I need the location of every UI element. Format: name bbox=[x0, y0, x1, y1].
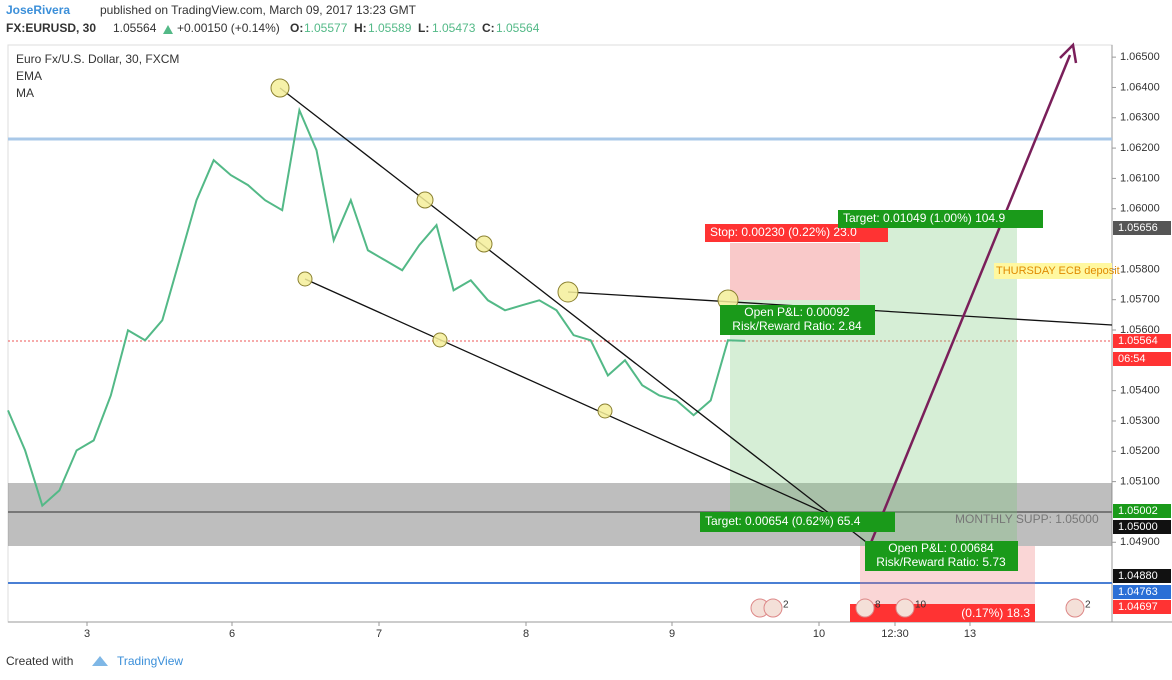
y-tick-label: 1.06300 bbox=[1120, 112, 1160, 124]
legend-symbol: Euro Fx/U.S. Dollar, 30, FXCM bbox=[16, 52, 179, 66]
author[interactable]: JoseRivera bbox=[6, 3, 70, 17]
pnl-label: Open P&L: 0.00092 bbox=[744, 305, 850, 319]
x-tick-label: 12:30 bbox=[881, 628, 909, 640]
event-count: 2 bbox=[1085, 600, 1091, 611]
price-tag bbox=[1113, 520, 1171, 534]
y-tick-label: 1.04900 bbox=[1120, 536, 1160, 548]
label-box bbox=[865, 541, 1018, 571]
event-icon bbox=[855, 598, 875, 618]
arrow-head bbox=[1059, 42, 1078, 64]
price-tag-label: 1.04697 bbox=[1118, 601, 1158, 613]
target-zone bbox=[860, 228, 1017, 546]
ohlc: O: 1.05577 H: 1.05589 L: 1.05473 C: 1.05564 bbox=[290, 21, 540, 35]
price-tag-label: 1.05000 bbox=[1118, 521, 1158, 533]
price-tag-label: 1.05656 bbox=[1118, 222, 1158, 234]
ohlc-label: H: bbox=[354, 21, 367, 35]
ohlc-label: C: bbox=[482, 21, 495, 35]
y-tick-label: 1.06500 bbox=[1120, 51, 1160, 63]
price-tag bbox=[1113, 504, 1171, 518]
y-tick-label: 1.05200 bbox=[1120, 445, 1160, 457]
pnl-label: Open P&L: 0.00684 bbox=[888, 541, 994, 555]
ecb-note: THURSDAY ECB deposit bbox=[996, 265, 1120, 277]
y-tick-label: 1.05400 bbox=[1120, 385, 1160, 397]
event-count: 2 bbox=[783, 600, 789, 611]
price-tag bbox=[1113, 600, 1171, 614]
target-zone bbox=[730, 300, 860, 512]
ohlc-value: 1.05589 bbox=[368, 21, 412, 35]
event-count: 8 bbox=[875, 600, 881, 611]
x-tick-label: 6 bbox=[229, 628, 235, 640]
price-tag bbox=[1113, 334, 1171, 348]
logo bbox=[92, 656, 108, 666]
y-tick-label: 1.05100 bbox=[1120, 476, 1160, 488]
ohlc-value: 1.05564 bbox=[496, 21, 540, 35]
event-icon bbox=[763, 598, 783, 618]
ohlc-label: O: bbox=[290, 21, 303, 35]
x-tick-label: 3 bbox=[84, 628, 90, 640]
x-tick-label: 13 bbox=[964, 628, 976, 640]
footer-brand[interactable]: TradingView bbox=[117, 654, 183, 668]
event-count: 10 bbox=[915, 600, 927, 611]
target-label: Target: 0.01049 (1.00%) 104.9 bbox=[843, 211, 1005, 225]
footer-text: Created with bbox=[6, 654, 73, 668]
price-tag-label: 1.05002 bbox=[1118, 505, 1158, 517]
symbol: FX:EURUSD, 30 bbox=[6, 21, 96, 35]
series-layer bbox=[7, 106, 746, 508]
y-tick-label: 1.06200 bbox=[1120, 142, 1160, 154]
x-tick-label: 9 bbox=[669, 628, 675, 640]
y-tick-label: 1.05600 bbox=[1120, 324, 1160, 336]
label-box bbox=[994, 263, 1112, 279]
ohlc-value: 1.05577 bbox=[304, 21, 348, 35]
ohlc-label: L: bbox=[418, 21, 429, 35]
price-tag-label: 06:54 bbox=[1118, 353, 1146, 365]
x-tick-label: 8 bbox=[523, 628, 529, 640]
support-zone bbox=[8, 483, 1112, 546]
last-price: 1.05564 bbox=[113, 21, 157, 35]
stop-label: (0.17%) 18.3 bbox=[961, 606, 1030, 620]
price-tag bbox=[1113, 352, 1171, 366]
axes: 1.06500 1.06400 1.06300 1.06200 1.06100 1.060… bbox=[84, 51, 1171, 640]
label-box bbox=[705, 224, 888, 242]
label-box bbox=[720, 305, 875, 335]
monthly-note: MONTHLY SUPP: 1.05000 bbox=[955, 512, 1099, 526]
legend-indicator: EMA bbox=[16, 69, 42, 83]
y-tick-label: 1.05700 bbox=[1120, 294, 1160, 306]
event-icon bbox=[1065, 598, 1085, 618]
stop-label: Stop: 0.00230 (0.22%) 23.0 bbox=[710, 225, 857, 239]
x-tick-label: 10 bbox=[813, 628, 825, 640]
price-line bbox=[7, 106, 746, 508]
event-icon bbox=[895, 598, 915, 618]
y-tick-label: 1.05300 bbox=[1120, 415, 1160, 427]
price-tag bbox=[1113, 585, 1171, 599]
rr-label: Risk/Reward Ratio: 5.73 bbox=[876, 555, 1006, 569]
price-tag bbox=[1113, 221, 1171, 235]
target-label: Target: 0.00654 (0.62%) 65.4 bbox=[705, 514, 861, 528]
x-tick-label: 7 bbox=[376, 628, 382, 640]
y-tick-label: 1.06400 bbox=[1120, 81, 1160, 93]
projection-arrow bbox=[868, 54, 1072, 546]
rr-label: Risk/Reward Ratio: 2.84 bbox=[732, 319, 862, 333]
y-tick-label: 1.06000 bbox=[1120, 203, 1160, 215]
published: published on TradingView.com, March 09, … bbox=[100, 3, 417, 17]
change: +0.00150 (+0.14%) bbox=[177, 21, 280, 35]
price-tag-label: 1.04763 bbox=[1118, 586, 1158, 598]
ohlc-value: 1.05473 bbox=[432, 21, 476, 35]
label-box bbox=[838, 210, 1043, 228]
price-tag bbox=[1113, 569, 1171, 583]
y-tick-label: 1.06100 bbox=[1120, 172, 1160, 184]
label-box bbox=[700, 512, 895, 532]
y-tick-label: 1.05800 bbox=[1120, 263, 1160, 275]
stop-zone bbox=[730, 243, 860, 300]
price-tag-label: 1.04880 bbox=[1118, 570, 1158, 582]
price-tag-label: 1.05564 bbox=[1118, 335, 1158, 347]
up-triangle bbox=[163, 25, 173, 34]
legend-indicator: MA bbox=[16, 86, 34, 100]
